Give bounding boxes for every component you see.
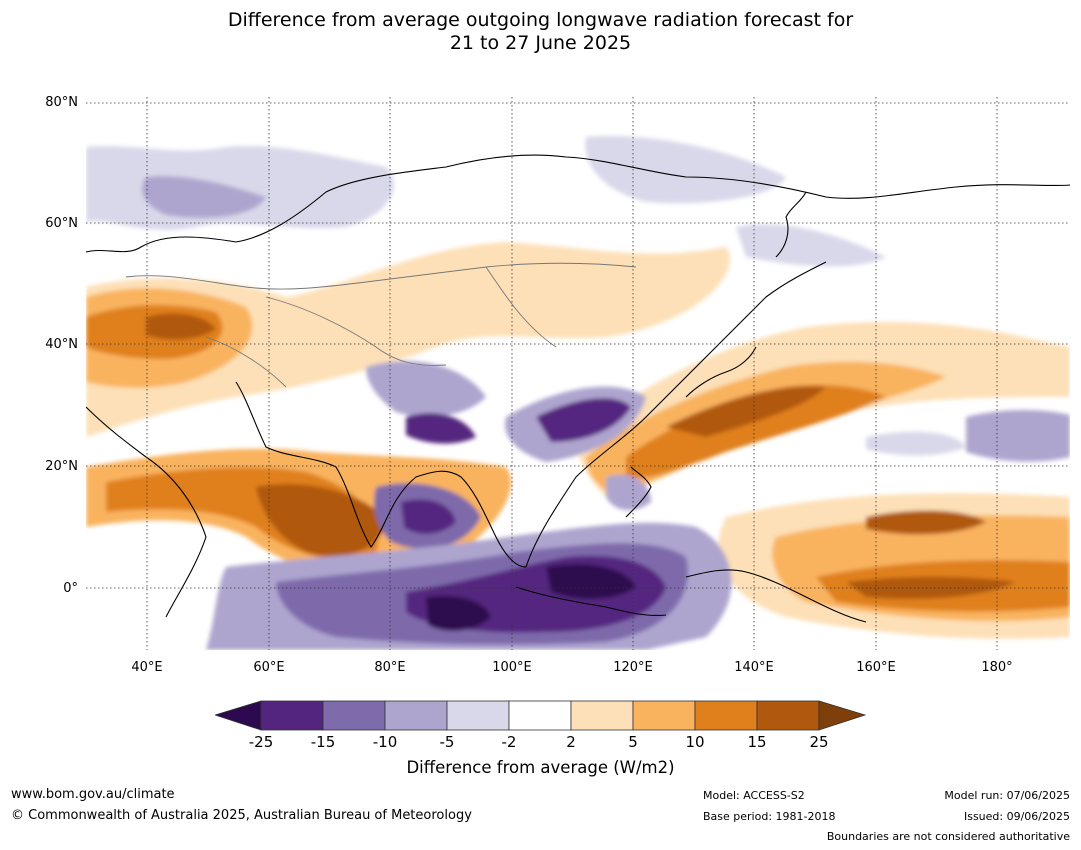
colorbar-bin-8	[694, 700, 758, 731]
colorbar-bin-5	[508, 700, 572, 731]
model-run-date: Model run: 07/06/2025	[944, 789, 1070, 802]
colorbar-tick-label: -25	[248, 733, 274, 751]
negative-region-south-china	[536, 398, 631, 442]
lon-label-80e: 80°E	[374, 660, 406, 675]
lat-label-0: 0°	[63, 581, 78, 596]
positive-region-kuroshio-core	[666, 386, 826, 437]
lon-label-180: 180°	[981, 660, 1013, 675]
website-link[interactable]: www.bom.gov.au/climate	[11, 787, 175, 802]
colorbar-tick-label: 15	[747, 733, 767, 751]
colorbar	[215, 700, 867, 731]
colorbar-tick-label: 5	[628, 733, 638, 751]
coastlines	[86, 154, 1070, 623]
lon-label-140e: 140°E	[734, 660, 774, 675]
map-panel	[86, 97, 1070, 650]
colorbar-tick-label: 2	[566, 733, 576, 751]
colorbar-label: Difference from average (W/m2)	[406, 758, 675, 777]
negative-region-bangladesh	[406, 413, 476, 444]
lat-label-20: 20°N	[45, 459, 78, 474]
map-gridlines	[86, 97, 1070, 650]
colorbar-bin-6	[570, 700, 634, 731]
title-line-2: 21 to 27 June 2025	[449, 32, 632, 54]
lat-label-60: 60°N	[45, 216, 78, 231]
negative-region-okhotsk	[736, 224, 886, 267]
colorbar-bin-3	[384, 700, 448, 731]
colorbar-bin-7	[632, 700, 696, 731]
lon-label-100e: 100°E	[492, 660, 532, 675]
colorbar-extend-low	[215, 700, 262, 731]
negative-region-sulawesi-core	[546, 563, 636, 599]
negative-region-west-pacific	[866, 431, 966, 456]
colorbar-tick-label: 25	[809, 733, 829, 751]
chart-title: Difference from average outgoing longwav…	[0, 9, 1081, 55]
positive-region-asia-light	[86, 242, 730, 437]
lon-label-40e: 40°E	[131, 660, 163, 675]
title-line-1: Difference from average outgoing longwav…	[227, 9, 854, 31]
negative-region-siberia	[585, 136, 786, 204]
positive-region-india-core	[256, 483, 386, 557]
colorbar-bin-9	[756, 700, 820, 731]
issued-date: Issued: 09/06/2025	[963, 810, 1070, 823]
copyright-text: © Commonwealth of Australia 2025, Austra…	[11, 808, 472, 823]
lat-label-80: 80°N	[45, 95, 78, 110]
colorbar-bin-1	[260, 700, 324, 731]
colorbar-tick-label: 10	[685, 733, 705, 751]
lon-label-160e: 160°E	[856, 660, 896, 675]
negative-region-tibet	[366, 361, 486, 417]
positive-region-caspian-core	[146, 313, 216, 340]
olr-anomaly-map	[86, 97, 1070, 650]
positive-region-subtropical-core	[866, 510, 986, 535]
country-boundaries	[125, 262, 637, 388]
negative-region-west-russia	[142, 176, 266, 218]
colorbar-tick-label: -15	[310, 733, 336, 751]
boundaries-disclaimer: Boundaries are not considered authoritat…	[826, 830, 1070, 843]
colorbar-bin-4	[446, 700, 510, 731]
colorbar-extend-high	[818, 700, 867, 731]
negative-region-philippines	[606, 474, 651, 511]
negative-region-central-pacific	[966, 410, 1070, 462]
lat-label-40: 40°N	[45, 337, 78, 352]
positive-region-kuroshio-mid	[626, 385, 886, 478]
base-period: Base period: 1981-2018	[703, 810, 836, 823]
negative-region-indian-ocean-core	[426, 595, 491, 631]
lon-label-60e: 60°E	[253, 660, 285, 675]
colorbar-tick-label: -2	[501, 733, 517, 751]
negative-region-bay-of-bengal-core	[401, 499, 456, 534]
model-name: Model: ACCESS-S2	[703, 789, 805, 802]
anomaly-fields	[86, 136, 1070, 650]
lon-label-120e: 120°E	[613, 660, 653, 675]
colorbar-tick-label: -10	[372, 733, 398, 751]
colorbar-tick-label: -5	[439, 733, 455, 751]
colorbar-bin-2	[322, 700, 386, 731]
